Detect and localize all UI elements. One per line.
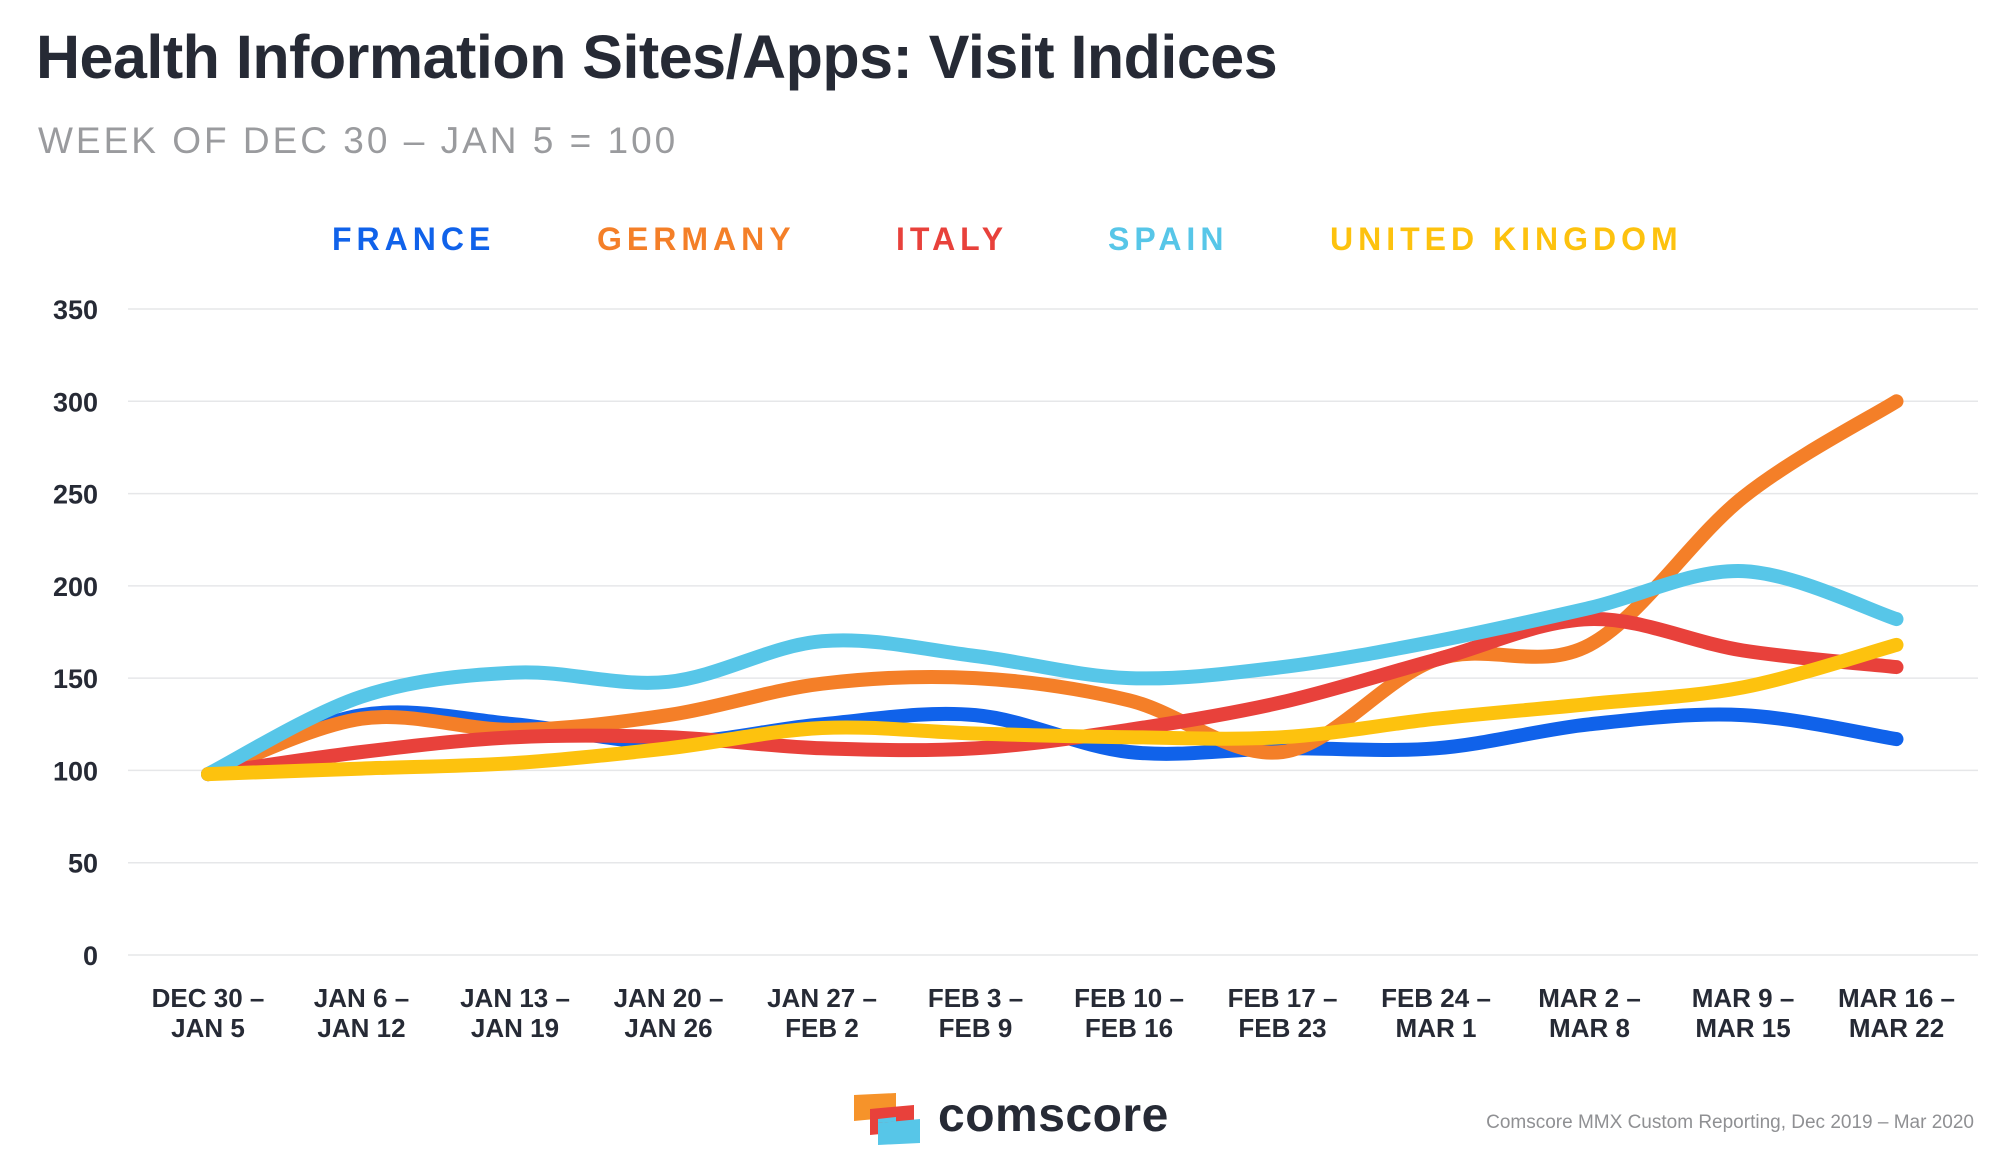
x-tick-line: MAR 1 — [1396, 1013, 1477, 1043]
x-tick-line: JAN 26 — [624, 1013, 712, 1043]
y-tick-label: 250 — [53, 480, 98, 510]
x-tick-label: FEB 17 –FEB 23 — [1228, 983, 1338, 1043]
x-tick-line: DEC 30 – — [152, 983, 265, 1013]
legend-item-italy: ITALY — [896, 221, 1008, 257]
x-tick-line: MAR 2 – — [1538, 983, 1641, 1013]
x-tick-line: JAN 6 – — [314, 983, 409, 1013]
x-tick-label: FEB 10 –FEB 16 — [1074, 983, 1184, 1043]
x-tick-line: MAR 9 – — [1692, 983, 1795, 1013]
x-tick-line: JAN 12 — [317, 1013, 405, 1043]
x-tick-line: FEB 17 – — [1228, 983, 1338, 1013]
comscore-logo-icon — [854, 1093, 920, 1145]
y-tick-label: 100 — [53, 756, 98, 786]
x-tick-label: MAR 2 –MAR 8 — [1538, 983, 1641, 1043]
x-tick-label: MAR 9 –MAR 15 — [1692, 983, 1795, 1043]
x-tick-line: FEB 3 – — [928, 983, 1023, 1013]
x-tick-label: FEB 3 –FEB 9 — [928, 983, 1023, 1043]
legend-item-spain: SPAIN — [1108, 221, 1228, 257]
x-tick-line: JAN 13 – — [460, 983, 570, 1013]
x-tick-line: FEB 9 — [939, 1013, 1013, 1043]
legend-item-france: FRANCE — [332, 221, 495, 257]
x-tick-line: FEB 24 – — [1381, 983, 1491, 1013]
y-tick-label: 200 — [53, 572, 98, 602]
x-tick-line: FEB 16 — [1085, 1013, 1173, 1043]
x-tick-line: MAR 8 — [1549, 1013, 1630, 1043]
x-tick-line: JAN 27 – — [767, 983, 877, 1013]
x-tick-label: FEB 24 –MAR 1 — [1381, 983, 1491, 1043]
grid-lines — [128, 308, 1978, 956]
y-tick-label: 0 — [83, 941, 98, 971]
series-line-spain — [201, 564, 1904, 782]
chart-subtitle: WEEK OF DEC 30 – JAN 5 = 100 — [38, 120, 679, 161]
y-tick-label: 50 — [68, 849, 98, 879]
x-tick-label: JAN 20 –JAN 26 — [614, 983, 724, 1043]
x-axis: DEC 30 –JAN 5 JAN 6 –JAN 12 JAN 13 –JAN 19… — [152, 983, 1955, 1043]
y-axis: 350 300 250 200 150 100 50 0 — [53, 295, 98, 971]
legend-item-germany: GERMANY — [597, 221, 796, 257]
x-tick-line: FEB 2 — [785, 1013, 859, 1043]
series-line-united-kingdom — [201, 637, 1904, 782]
x-tick-line: JAN 5 — [171, 1013, 245, 1043]
x-tick-line: FEB 10 – — [1074, 983, 1184, 1013]
x-tick-line: MAR 22 — [1849, 1013, 1944, 1043]
x-tick-line: JAN 20 – — [614, 983, 724, 1013]
legend: FRANCE GERMANY ITALY SPAIN UNITED KINGDOM — [332, 221, 1683, 257]
brand-name: comscore — [938, 1089, 1169, 1142]
x-tick-label: JAN 13 –JAN 19 — [460, 983, 570, 1043]
series-lines — [201, 394, 1904, 782]
x-tick-line: MAR 16 – — [1838, 983, 1955, 1013]
x-tick-line: JAN 19 — [471, 1013, 559, 1043]
x-tick-line: FEB 23 — [1238, 1013, 1326, 1043]
x-tick-label: MAR 16 –MAR 22 — [1838, 983, 1955, 1043]
source-note: Comscore MMX Custom Reporting, Dec 2019 … — [1486, 1112, 1974, 1133]
y-tick-label: 300 — [53, 387, 98, 417]
x-tick-line: MAR 15 — [1695, 1013, 1790, 1043]
y-tick-label: 350 — [53, 295, 98, 325]
x-tick-label: JAN 27 –FEB 2 — [767, 983, 877, 1043]
legend-item-united-kingdom: UNITED KINGDOM — [1330, 221, 1683, 257]
chart-title: Health Information Sites/Apps: Visit Ind… — [36, 23, 1278, 91]
x-tick-label: DEC 30 –JAN 5 — [152, 983, 265, 1043]
y-tick-label: 150 — [53, 664, 98, 694]
line-chart: FRANCE GERMANY ITALY SPAIN UNITED KINGDOM 35… — [53, 221, 1978, 1043]
x-tick-label: JAN 6 –JAN 12 — [314, 983, 409, 1043]
